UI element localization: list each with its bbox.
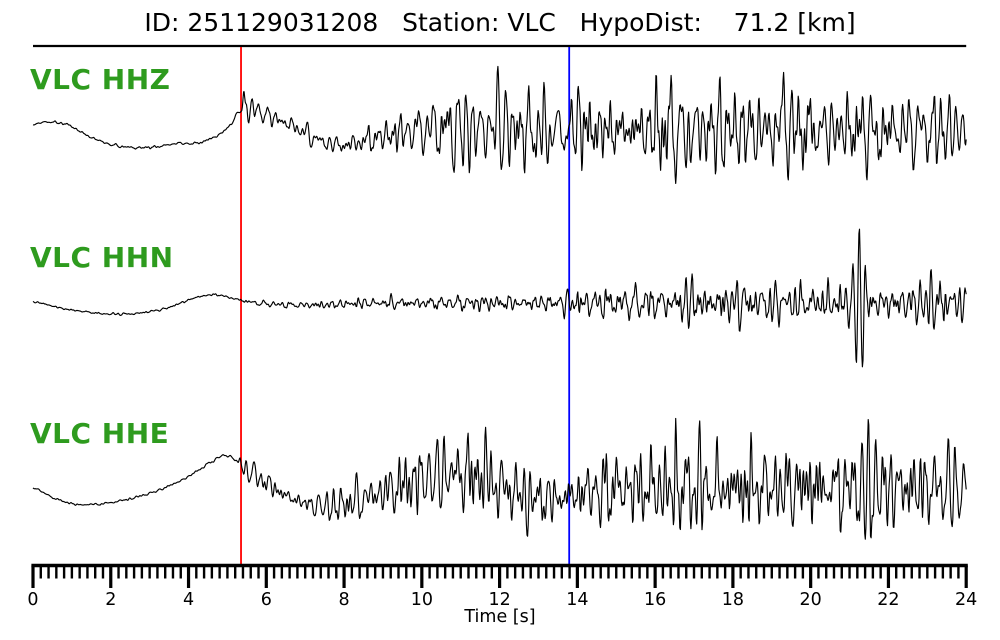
x-tick-label: 24 — [955, 590, 977, 610]
waveform-trace-hhz — [32, 65, 967, 184]
trace-label-hhz: VLC HHZ — [30, 63, 171, 96]
x-tick-label: 20 — [800, 590, 822, 610]
waveform-trace-hhn — [32, 228, 967, 368]
trace-label-hhn: VLC HHN — [30, 241, 174, 274]
x-tick-label: 16 — [644, 590, 666, 610]
x-tick-label: 2 — [105, 590, 116, 610]
x-tick-label: 12 — [488, 590, 510, 610]
trace-label-hhe: VLC HHE — [30, 417, 170, 450]
waveform-trace-hhe — [32, 417, 967, 540]
x-tick-label: 6 — [261, 590, 272, 610]
x-tick-label: 14 — [566, 590, 588, 610]
figure-title: ID: 251129031208 Station: VLC HypoDist: … — [144, 8, 856, 37]
x-tick-label: 10 — [411, 590, 433, 610]
x-tick-label: 4 — [183, 590, 194, 610]
x-tick-label: 8 — [338, 590, 349, 610]
x-tick-label: 0 — [27, 590, 38, 610]
x-tick-label: 18 — [722, 590, 744, 610]
x-axis-label: Time [s] — [464, 607, 536, 627]
x-tick-label: 22 — [877, 590, 899, 610]
